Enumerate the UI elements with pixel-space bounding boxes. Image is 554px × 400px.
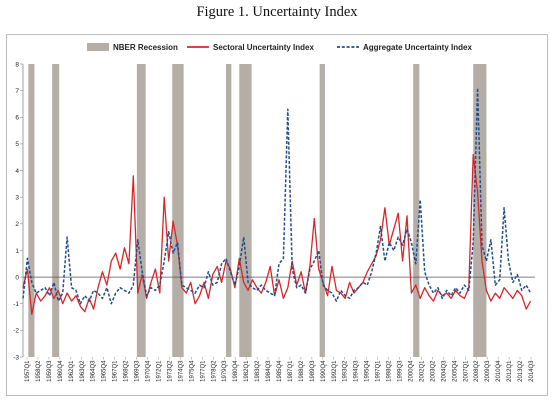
x-tick-label: 2013Q2 xyxy=(518,360,524,382)
y-tick-label: 6 xyxy=(15,115,19,122)
x-tick-label: 1983Q2 xyxy=(255,360,261,382)
x-tick-label: 1960Q4 xyxy=(58,360,64,382)
x-tick-label: 1984Q3 xyxy=(266,360,272,382)
recession-band xyxy=(319,64,325,357)
x-tick-label: 1965Q4 xyxy=(102,360,108,382)
x-tick-label: 2004Q3 xyxy=(441,360,447,382)
x-tick-label: 2005Q4 xyxy=(452,360,458,382)
x-tick-label: 1970Q4 xyxy=(146,360,152,382)
recession-band xyxy=(28,64,35,357)
x-tick-label: 1985Q4 xyxy=(277,360,283,382)
x-tick-label: 1972Q1 xyxy=(156,360,162,382)
uncertainty-chart: -3 -2 -1 0 1 2 3 4 5 6 7 8 1957Q1 1958Q2 1959Q3 1960Q4 1… xyxy=(13,43,535,382)
x-tick-label: 1975Q4 xyxy=(189,360,195,382)
x-tick-label: 1999Q3 xyxy=(398,360,404,382)
x-tick-label: 1967Q1 xyxy=(113,360,119,382)
y-tick-label: 5 xyxy=(15,141,19,148)
x-tick-label: 1974Q3 xyxy=(178,360,184,382)
x-tick-label: 1964Q3 xyxy=(91,360,97,382)
x-tick-label: 2012Q1 xyxy=(507,360,513,382)
x-tick-label: 2009Q3 xyxy=(485,360,491,382)
x-tick-label: 2010Q4 xyxy=(496,360,502,382)
legend-label-recession: NBER Recession xyxy=(113,43,178,52)
y-tick-label: -1 xyxy=(13,301,19,308)
y-tick-label: 3 xyxy=(15,194,19,201)
legend-label-aggregate: Aggregate Uncertainty Index xyxy=(363,43,472,52)
x-tick-label: 1989Q3 xyxy=(310,360,316,382)
y-tick-label: 0 xyxy=(15,274,19,281)
y-tick-label: 7 xyxy=(15,88,19,95)
x-tick-label: 1977Q1 xyxy=(200,360,206,382)
x-tick-label: 2007Q1 xyxy=(463,360,469,382)
x-tick-label: 1962Q1 xyxy=(69,360,75,382)
x-tick-label: 2003Q2 xyxy=(430,360,436,382)
x-tick-label: 1959Q3 xyxy=(47,360,53,382)
x-tick-label: 1980Q4 xyxy=(233,360,239,382)
y-tick-label: 8 xyxy=(15,61,19,68)
x-tick-label: 1987Q1 xyxy=(288,360,294,382)
x-tick-label: 1990Q4 xyxy=(321,360,327,382)
recession-band xyxy=(52,64,60,357)
recession-band xyxy=(473,64,487,357)
series-lines xyxy=(22,87,532,316)
x-tick-label: 1988Q2 xyxy=(299,360,305,382)
x-tick-label: 1998Q2 xyxy=(387,360,393,382)
x-tick-label: 1997Q1 xyxy=(376,360,382,382)
legend-label-sectoral: Sectoral Uncertainty Index xyxy=(213,43,314,52)
chart-title: Figure 1. Uncertainty Index xyxy=(196,4,358,20)
chart-frame: -3 -2 -1 0 1 2 3 4 5 6 7 8 1957Q1 1958Q2 1959Q3 1960Q4 1… xyxy=(6,34,548,396)
recession-band xyxy=(413,64,420,357)
x-tick-label: 1979Q3 xyxy=(222,360,228,382)
y-tick-label: 1 xyxy=(15,248,19,255)
x-tick-label: 1969Q3 xyxy=(135,360,141,382)
sectoral-uncertainty-line xyxy=(22,153,532,316)
axes: -3 -2 -1 0 1 2 3 4 5 6 7 8 1957Q1 1958Q2 1959Q3 1960Q4 1… xyxy=(13,61,535,382)
x-tick-label: 2014Q3 xyxy=(529,360,535,382)
x-tick-label: 1968Q2 xyxy=(124,360,130,382)
x-tick-label: 1994Q3 xyxy=(354,360,360,382)
y-tick-label: 4 xyxy=(15,168,19,175)
x-tick-label: 1958Q2 xyxy=(36,360,42,382)
aggregate-uncertainty-line xyxy=(22,87,532,305)
x-tick-label: 1957Q1 xyxy=(25,360,31,382)
recession-band xyxy=(172,64,184,357)
x-tick-label: 1963Q2 xyxy=(80,360,86,382)
recession-band xyxy=(239,64,252,357)
legend: NBER Recession Sectoral Uncertainty Index… xyxy=(87,43,472,52)
x-tick-label: 2008Q2 xyxy=(474,360,480,382)
x-tick-label: 1995Q4 xyxy=(365,360,371,382)
y-tick-label: -2 xyxy=(13,328,19,335)
x-tick-label: 1993Q2 xyxy=(343,360,349,382)
legend-swatch-recession xyxy=(87,43,109,51)
recession-bands xyxy=(28,64,487,357)
x-tick-label: 2002Q1 xyxy=(419,360,425,382)
recession-band xyxy=(226,64,232,357)
x-tick-label: 1992Q1 xyxy=(332,360,338,382)
x-tick-label: 1973Q2 xyxy=(167,360,173,382)
x-tick-label: 2000Q4 xyxy=(408,360,414,382)
x-tick-label: 1982Q1 xyxy=(244,360,250,382)
x-tick-label: 1978Q2 xyxy=(211,360,217,382)
recession-band xyxy=(136,64,146,357)
y-tick-label: 2 xyxy=(15,221,19,228)
y-tick-label: -3 xyxy=(13,354,19,361)
